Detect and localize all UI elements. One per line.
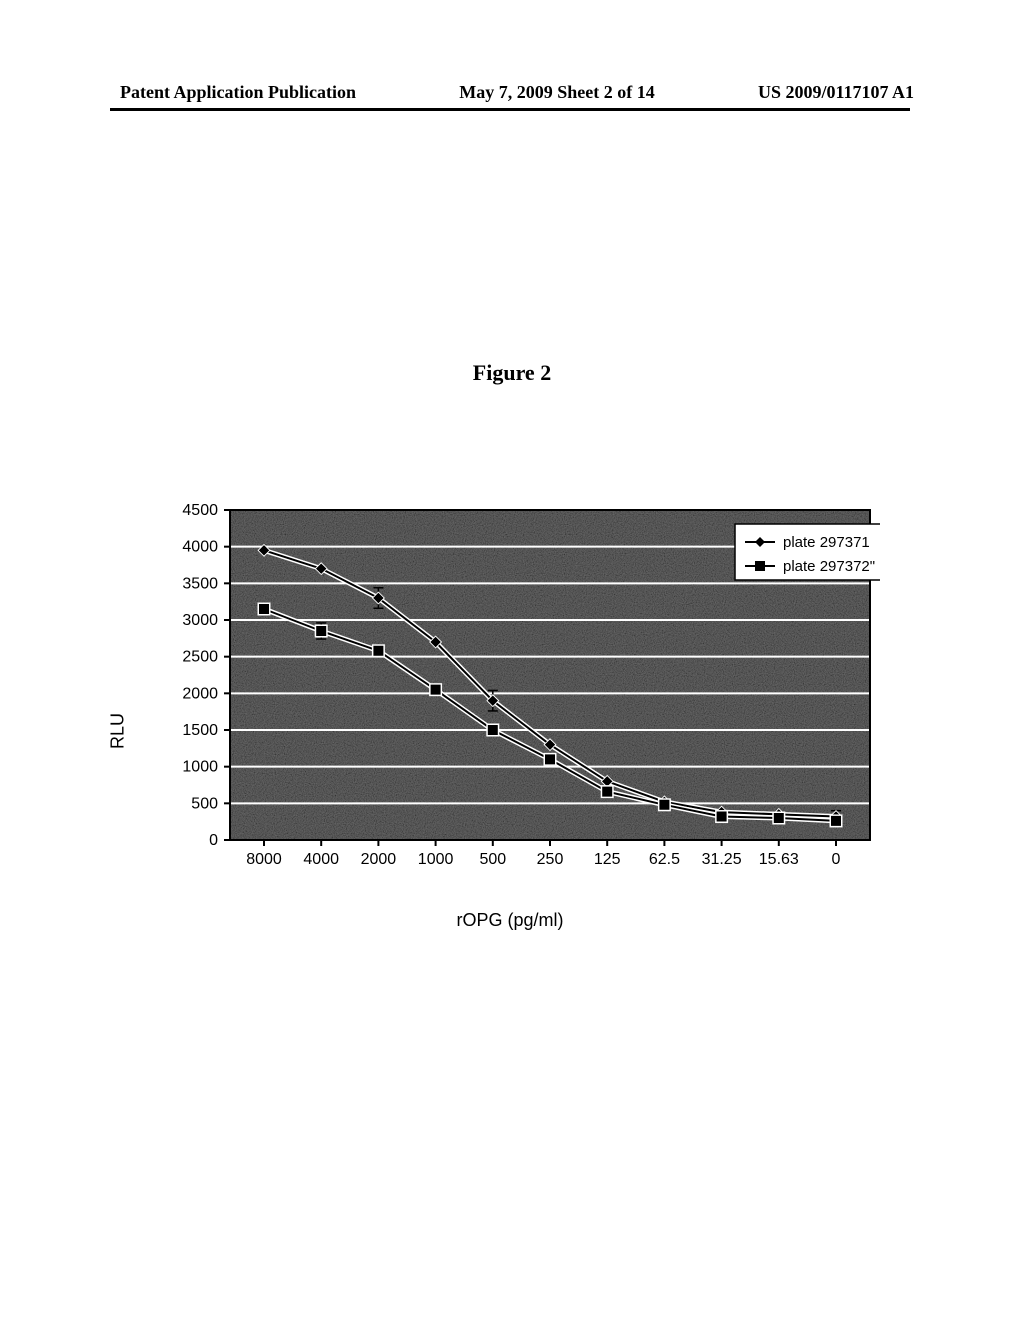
svg-text:1500: 1500 — [182, 722, 218, 739]
svg-text:62.5: 62.5 — [649, 851, 680, 868]
svg-text:15.63: 15.63 — [759, 851, 799, 868]
chart: RLU 050010001500200025003000350040004500… — [140, 500, 880, 920]
svg-text:1000: 1000 — [182, 759, 218, 776]
svg-text:3500: 3500 — [182, 575, 218, 592]
svg-text:plate 297372": plate 297372" — [783, 558, 875, 575]
svg-text:0: 0 — [832, 851, 841, 868]
y-axis-label: RLU — [108, 713, 129, 749]
svg-text:4000: 4000 — [303, 851, 339, 868]
page-header: Patent Application Publication May 7, 20… — [0, 82, 1024, 103]
svg-text:2000: 2000 — [361, 851, 397, 868]
svg-text:3000: 3000 — [182, 612, 218, 629]
svg-text:4000: 4000 — [182, 539, 218, 556]
figure-title: Figure 2 — [0, 360, 1024, 386]
page: Patent Application Publication May 7, 20… — [0, 0, 1024, 1320]
svg-text:4500: 4500 — [182, 502, 218, 519]
header-left: Patent Application Publication — [120, 82, 356, 103]
svg-text:2500: 2500 — [182, 649, 218, 666]
header-divider — [110, 108, 910, 111]
svg-text:0: 0 — [209, 832, 218, 849]
svg-text:500: 500 — [479, 851, 506, 868]
svg-text:500: 500 — [191, 795, 218, 812]
header-center: May 7, 2009 Sheet 2 of 14 — [459, 82, 654, 103]
svg-text:2000: 2000 — [182, 685, 218, 702]
svg-text:31.25: 31.25 — [702, 851, 742, 868]
svg-text:8000: 8000 — [246, 851, 282, 868]
header-right: US 2009/0117107 A1 — [758, 82, 914, 103]
svg-text:1000: 1000 — [418, 851, 454, 868]
svg-text:125: 125 — [594, 851, 621, 868]
svg-text:plate 297371: plate 297371 — [783, 534, 870, 551]
x-axis-label: rOPG (pg/ml) — [140, 910, 880, 931]
svg-text:250: 250 — [537, 851, 564, 868]
chart-svg: 0500100015002000250030003500400045008000… — [140, 500, 880, 900]
